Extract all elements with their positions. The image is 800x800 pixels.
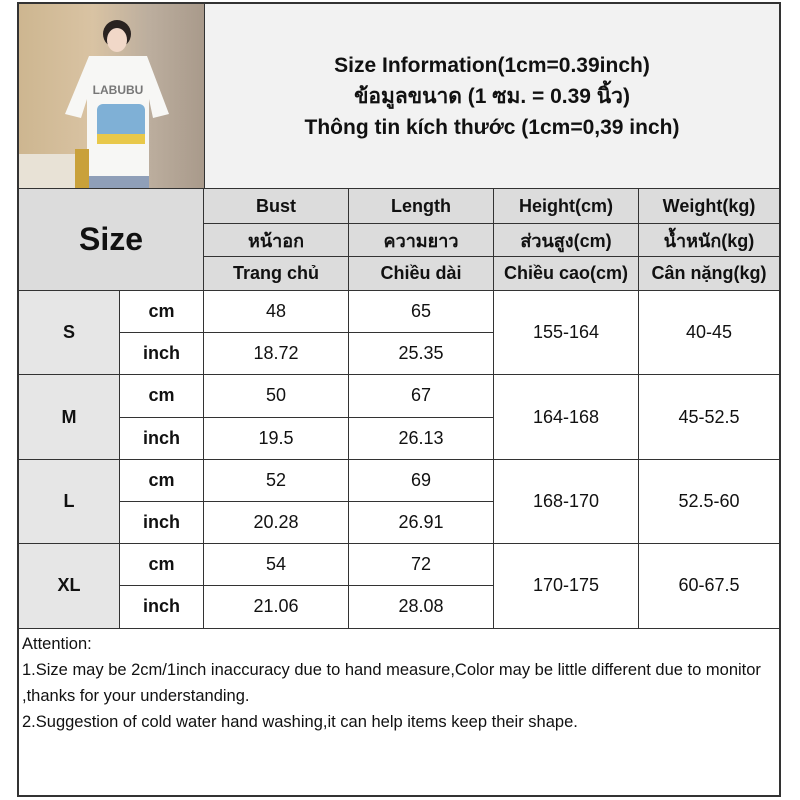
column-header-en: Length: [349, 189, 494, 224]
length-cm: 69: [349, 459, 494, 502]
unit-inch: inch: [120, 502, 204, 545]
column-header-vi: Chiều cao(cm): [494, 257, 639, 291]
column-header-vi: Cân nặng(kg): [639, 257, 779, 291]
length-cm: 65: [349, 291, 494, 334]
column-header-vi: Trang chủ: [204, 257, 349, 291]
column-header-th: ส่วนสูง(cm): [494, 224, 639, 257]
bust-inch: 18.72: [204, 333, 349, 376]
unit-cm: cm: [120, 544, 204, 587]
notes-section: Attention: 1.Size may be 2cm/1inch inacc…: [19, 629, 779, 737]
weight-range: 60-67.5: [639, 544, 779, 629]
height-range: 168-170: [494, 459, 639, 545]
bust-inch: 19.5: [204, 417, 349, 460]
weight-range: 45-52.5: [639, 375, 779, 460]
bust-cm: 52: [204, 459, 349, 502]
length-cm: 67: [349, 375, 494, 418]
labubu-print: LABUBU: [93, 83, 144, 97]
unit-inch: inch: [120, 417, 204, 460]
height-range: 170-175: [494, 544, 639, 629]
weight-range: 40-45: [639, 291, 779, 376]
size-header: Size: [19, 189, 204, 291]
column-header-th: หน้าอก: [204, 224, 349, 257]
title-vi: Thông tin kích thước (1cm=0,39 inch): [304, 115, 680, 139]
column-header-vi: Chiều dài: [349, 257, 494, 291]
note-1: 1.Size may be 2cm/1inch inaccuracy due t…: [22, 661, 761, 705]
column-header-th: ความยาว: [349, 224, 494, 257]
unit-inch: inch: [120, 586, 204, 629]
column-header-en: Weight(kg): [639, 189, 779, 224]
height-range: 164-168: [494, 375, 639, 460]
size-label: S: [19, 291, 120, 376]
bust-inch: 20.28: [204, 502, 349, 545]
length-cm: 72: [349, 544, 494, 587]
size-label: M: [19, 375, 120, 460]
column-header-th: น้ำหนัก(kg): [639, 224, 779, 257]
length-inch: 26.91: [349, 502, 494, 545]
bust-cm: 48: [204, 291, 349, 334]
unit-cm: cm: [120, 375, 204, 418]
weight-range: 52.5-60: [639, 459, 779, 545]
unit-cm: cm: [120, 291, 204, 334]
unit-inch: inch: [120, 333, 204, 376]
model-tshirt-image: LABUBU: [19, 20, 169, 188]
bust-cm: 50: [204, 375, 349, 418]
note-2: 2.Suggestion of cold water hand washing,…: [22, 713, 578, 731]
height-range: 155-164: [494, 291, 639, 376]
length-inch: 25.35: [349, 333, 494, 376]
bust-inch: 21.06: [204, 586, 349, 629]
length-inch: 28.08: [349, 586, 494, 629]
title-th: ข้อมูลขนาด (1 ซม. = 0.39 นิ้ว): [354, 84, 630, 108]
unit-cm: cm: [120, 459, 204, 502]
size-label: XL: [19, 544, 120, 629]
product-photo: LABUBU: [19, 4, 205, 189]
title-en: Size Information(1cm=0.39inch): [334, 53, 650, 77]
bust-cm: 54: [204, 544, 349, 587]
title-block: Size Information(1cm=0.39inch) ข้อมูลขนา…: [205, 4, 779, 189]
column-header-en: Height(cm): [494, 189, 639, 224]
column-header-en: Bust: [204, 189, 349, 224]
size-label: L: [19, 459, 120, 545]
notes-heading: Attention:: [22, 635, 92, 653]
length-inch: 26.13: [349, 417, 494, 460]
size-chart: LABUBU Size Information(1cm=0.39inch) ข้…: [17, 2, 781, 797]
